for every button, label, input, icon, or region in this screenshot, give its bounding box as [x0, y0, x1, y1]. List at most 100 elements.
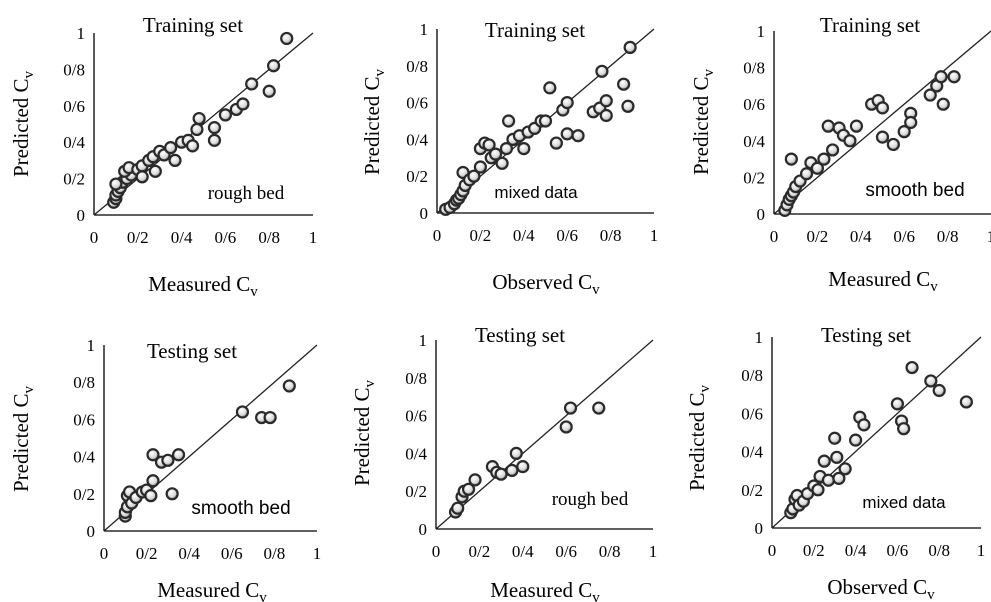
- y-tick-label: 0/2: [73, 485, 95, 504]
- data-point: [875, 101, 890, 115]
- x-axis-label: Observed Cv: [492, 270, 600, 298]
- data-point: [549, 136, 563, 150]
- x-tick-label: 1: [649, 542, 658, 561]
- data-point: [482, 138, 496, 152]
- x-tick-label: 0/2: [136, 544, 158, 563]
- data-point: [897, 125, 911, 139]
- data-point: [207, 133, 222, 147]
- x-tick-label: 0/8: [599, 542, 621, 561]
- panel-annotation: rough bed: [552, 489, 629, 510]
- reference-line: [773, 30, 991, 215]
- data-point: [146, 448, 160, 462]
- y-axis-label: Predicted Cv: [689, 68, 717, 175]
- data-point: [799, 167, 814, 181]
- x-tick-label: 1: [313, 544, 322, 563]
- data-point: [235, 405, 250, 419]
- data-point: [621, 99, 635, 113]
- data-point: [559, 420, 573, 434]
- y-tick-label: 0/8: [405, 369, 427, 388]
- y-tick-label: 0/4: [405, 444, 427, 463]
- data-point: [185, 139, 200, 153]
- data-point: [168, 153, 182, 167]
- x-axis-label: Measured Cv: [148, 272, 258, 300]
- data-point: [599, 94, 613, 108]
- data-point: [875, 130, 890, 144]
- x-tick-label: 0/6: [555, 542, 577, 561]
- y-tick-label: 0: [757, 205, 766, 224]
- panel-title: Training set: [485, 18, 585, 42]
- data-point: [135, 170, 149, 184]
- y-tick-label: 0: [87, 522, 96, 541]
- panel-title: Training set: [820, 13, 920, 37]
- y-tick-label: 0/6: [406, 94, 428, 113]
- data-point: [599, 108, 613, 123]
- y-tick-label: 0/4: [743, 132, 765, 151]
- x-tick-label: 0/4: [171, 228, 193, 247]
- x-tick-label: 0/2: [469, 542, 491, 561]
- data-point: [934, 70, 948, 84]
- y-tick-label: 1: [419, 331, 428, 350]
- data-point: [838, 462, 852, 476]
- data-point: [543, 81, 557, 95]
- y-tick-label: 1: [77, 24, 86, 43]
- data-point: [623, 40, 637, 55]
- panel-title: Testing set: [147, 339, 237, 363]
- data-point: [959, 395, 973, 409]
- data-point: [148, 164, 162, 178]
- data-point: [236, 97, 250, 111]
- data-point: [784, 152, 798, 166]
- x-tick-label: 0/4: [513, 226, 535, 245]
- y-tick-label: 0: [419, 520, 428, 539]
- data-point: [282, 379, 296, 393]
- data-point: [857, 418, 871, 432]
- y-tick-label: 0/6: [741, 404, 763, 423]
- x-tick-label: 0/4: [178, 544, 200, 563]
- data-point: [461, 482, 476, 496]
- data-point: [563, 401, 578, 415]
- data-point: [266, 59, 281, 73]
- data-point: [505, 463, 519, 478]
- panel-test-smooth: Testing set smooth bed Measured Cv Predi…: [9, 336, 321, 602]
- x-tick-label: 0/8: [937, 227, 959, 246]
- x-tick-label: 0: [432, 542, 441, 561]
- x-tick-label: 0/2: [470, 226, 492, 245]
- data-point: [947, 70, 961, 84]
- x-tick-label: 0: [433, 226, 442, 245]
- x-tick-label: 0/2: [803, 541, 825, 560]
- data-point: [161, 453, 175, 467]
- y-tick-label: 0/4: [741, 443, 763, 462]
- x-tick-label: 0/6: [215, 228, 237, 247]
- data-point: [592, 401, 606, 415]
- data-point: [207, 121, 222, 135]
- x-tick-label: 0/6: [221, 544, 243, 563]
- data-point: [828, 431, 842, 445]
- x-tick-label: 0/8: [264, 544, 286, 563]
- data-point: [571, 129, 585, 143]
- y-tick-label: 0/2: [406, 167, 428, 186]
- y-tick-label: 0: [420, 204, 429, 223]
- x-tick-label: 0: [100, 544, 109, 563]
- data-point: [843, 134, 857, 148]
- y-axis-label: Predicted Cv: [9, 70, 37, 177]
- data-point: [499, 142, 514, 156]
- x-tick-label: 0/2: [807, 227, 829, 246]
- y-tick-label: 0/4: [406, 130, 428, 149]
- data-point: [190, 122, 204, 137]
- x-axis-label: Measured Cv: [490, 578, 600, 602]
- y-tick-label: 0/6: [63, 97, 85, 116]
- x-tick-label: 0/4: [845, 541, 867, 560]
- y-axis-label: Predicted Cv: [360, 68, 388, 175]
- data-point: [811, 483, 825, 497]
- panel-annotation: rough bed: [208, 183, 285, 204]
- data-point: [218, 108, 232, 122]
- y-tick-label: 0/6: [743, 95, 765, 114]
- x-tick-label: 1: [987, 227, 991, 246]
- data-point: [509, 446, 523, 460]
- data-point: [165, 487, 179, 501]
- data-point: [494, 467, 508, 481]
- y-tick-label: 1: [420, 20, 429, 39]
- panel-title: Training set: [143, 13, 243, 37]
- data-point: [517, 142, 531, 156]
- data-point: [473, 160, 487, 174]
